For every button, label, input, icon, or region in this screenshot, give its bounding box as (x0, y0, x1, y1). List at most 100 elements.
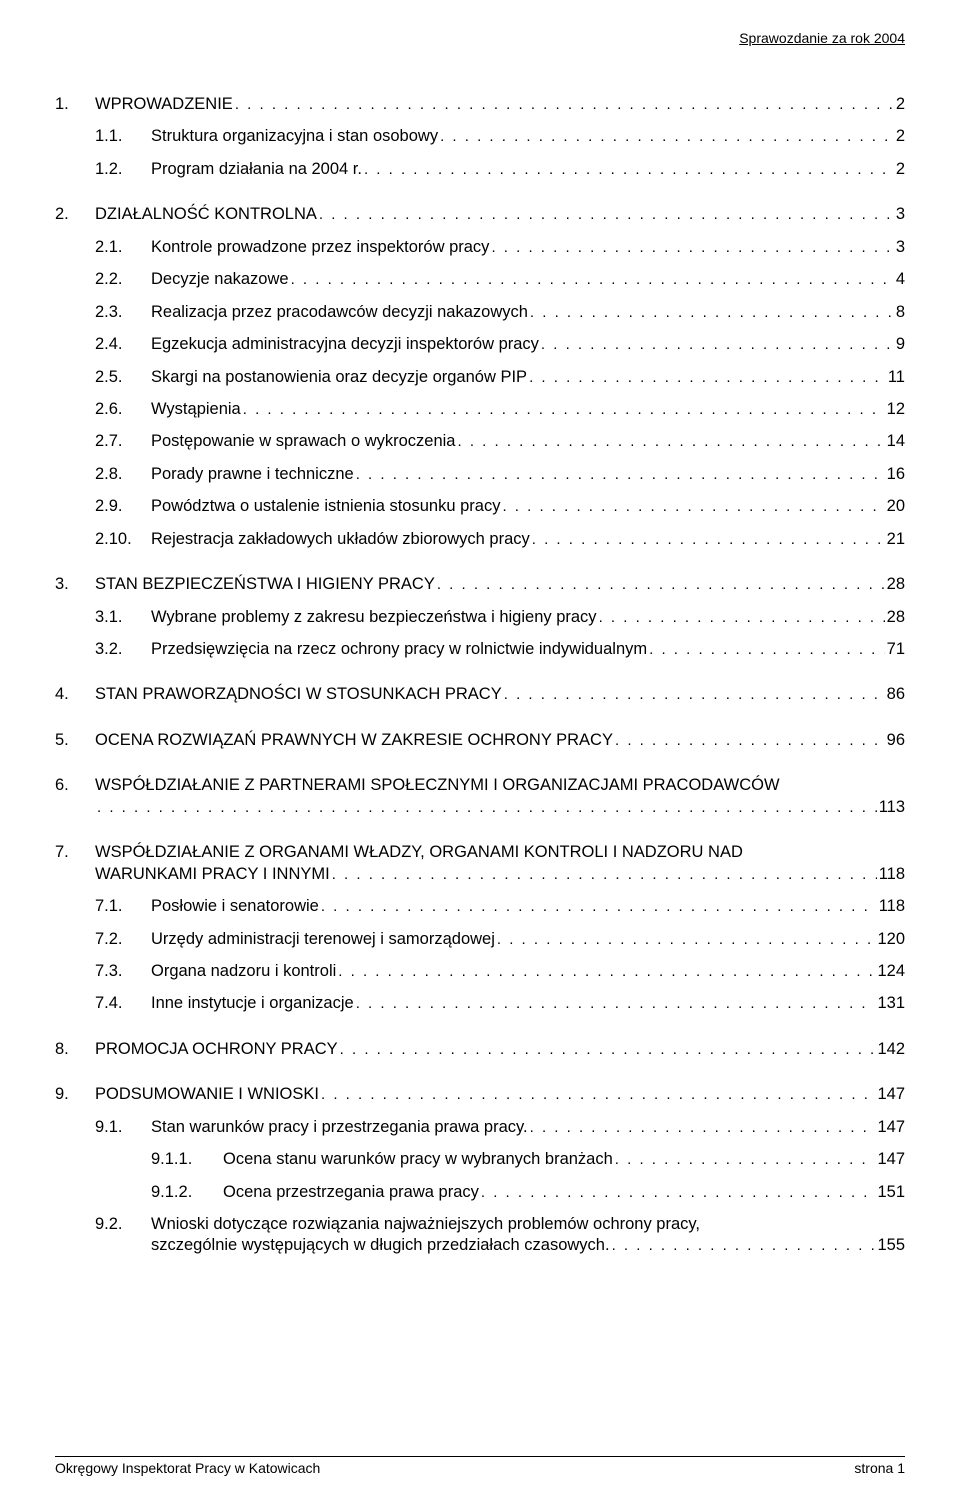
toc-entry: 1.2.Program działania na 2004 r.. . . . … (55, 159, 905, 180)
toc-entry: 3.2.Przedsięwzięcia na rzecz ochrony pra… (55, 639, 905, 660)
toc-title: Powództwa o ustalenie istnienia stosunku… (151, 496, 500, 517)
toc-page-number: 2 (896, 126, 905, 147)
toc-leader-dots: . . . . . . . . . . . . . . . . . . . . … (291, 270, 894, 290)
toc-number: 9.1.2. (151, 1182, 223, 1203)
toc-number: 2.5. (95, 367, 151, 388)
toc-entry: 1.1.Struktura organizacyjna i stan osobo… (55, 126, 905, 147)
toc-number: 7.2. (95, 929, 151, 950)
toc-title: Organa nadzoru i kontroli (151, 961, 336, 982)
toc-leader-dots: . . . . . . . . . . . . . . . . . . . . … (235, 95, 894, 115)
toc-title: OCENA ROZWIĄZAŃ PRAWNYCH W ZAKRESIE OCHR… (95, 730, 613, 751)
toc-entry: 3.1.Wybrane problemy z zakresu bezpiecze… (55, 607, 905, 628)
toc-page-number: 118 (879, 896, 905, 917)
toc-title: Decyzje nakazowe (151, 269, 289, 290)
toc-entry: 6.WSPÓŁDZIAŁANIE Z PARTNERAMI SPOŁECZNYM… (55, 775, 905, 818)
toc-leader-dots: . . . . . . . . . . . . . . . . . . . . … (321, 1085, 875, 1105)
toc-leader-dots: . . . . . . . . . . . . . . . . . . . . … (497, 930, 876, 950)
page-footer: Okręgowy Inspektorat Pracy w Katowicach … (55, 1456, 905, 1476)
toc-leader-dots: . . . . . . . . . . . . . . . . . . . . … (529, 368, 886, 388)
toc-number: 2. (55, 204, 95, 225)
toc-number: 1.1. (95, 126, 151, 147)
toc-title: Rejestracja zakładowych układów zbiorowy… (151, 529, 530, 550)
toc-entry: 2.6.Wystąpienia. . . . . . . . . . . . .… (55, 399, 905, 420)
toc-page-number: 147 (877, 1084, 905, 1105)
toc-title: Wybrane problemy z zakresu bezpieczeństw… (151, 607, 597, 628)
toc-title: Przedsięwzięcia na rzecz ochrony pracy w… (151, 639, 647, 660)
toc-page-number: 2 (896, 94, 905, 115)
toc-leader-dots: . . . . . . . . . . . . . . . . . . . . … (541, 335, 894, 355)
toc-page-number: 3 (896, 204, 905, 225)
toc-number: 2.3. (95, 302, 151, 323)
toc-number: 5. (55, 730, 95, 751)
toc-title: STAN BEZPIECZEŃSTWA I HIGIENY PRACY (95, 574, 435, 595)
toc-entry: 2.9.Powództwa o ustalenie istnienia stos… (55, 496, 905, 517)
toc-number: 4. (55, 684, 95, 705)
toc-leader-dots: . . . . . . . . . . . . . . . . . . . . … (599, 608, 885, 628)
toc-page-number: 155 (877, 1235, 905, 1256)
toc-title: Struktura organizacyjna i stan osobowy (151, 126, 438, 147)
footer-right: strona 1 (854, 1460, 905, 1476)
toc-number: 2.4. (95, 334, 151, 355)
toc-leader-dots: . . . . . . . . . . . . . . . . . . . . … (502, 497, 884, 517)
toc-leader-dots: . . . . . . . . . . . . . . . . . . . . … (530, 1118, 876, 1138)
toc-entry: 9.1.2.Ocena przestrzegania prawa pracy. … (55, 1182, 905, 1203)
toc-leader-dots: . . . . . . . . . . . . . . . . . . . . … (332, 865, 877, 885)
toc-page-number: 11 (888, 367, 905, 388)
toc-title: Ocena stanu warunków pracy w wybranych b… (223, 1149, 613, 1170)
toc-entry: 2.3.Realizacja przez pracodawców decyzji… (55, 302, 905, 323)
toc-title: STAN PRAWORZĄDNOŚCI W STOSUNKACH PRACY (95, 684, 502, 705)
toc-entry: 9.1.1.Ocena stanu warunków pracy w wybra… (55, 1149, 905, 1170)
toc-number: 3.2. (95, 639, 151, 660)
toc-title: Skargi na postanowienia oraz decyzje org… (151, 367, 527, 388)
toc-number: 3. (55, 574, 95, 595)
toc-page-number: 142 (877, 1039, 905, 1060)
toc-page-number: 20 (887, 496, 905, 517)
toc-page-number: 124 (877, 961, 905, 982)
toc-title: Realizacja przez pracodawców decyzji nak… (151, 302, 528, 323)
toc-number: 2.10. (95, 529, 151, 550)
toc-leader-dots: . . . . . . . . . . . . . . . . . . . . … (437, 575, 885, 595)
toc-entry: 2.2.Decyzje nakazowe. . . . . . . . . . … (55, 269, 905, 290)
toc-entry: 9.1.Stan warunków pracy i przestrzegania… (55, 1117, 905, 1138)
toc-title: Urzędy administracji terenowej i samorzą… (151, 929, 495, 950)
toc-leader-dots: . . . . . . . . . . . . . . . . . . . . … (481, 1183, 876, 1203)
toc-page-number: 151 (877, 1182, 905, 1203)
toc-number: 7. (55, 842, 95, 863)
footer-left: Okręgowy Inspektorat Pracy w Katowicach (55, 1460, 320, 1476)
toc-title: Egzekucja administracyjna decyzji inspek… (151, 334, 539, 355)
toc-page-number: 12 (887, 399, 905, 420)
toc-title: Porady prawne i techniczne (151, 464, 354, 485)
toc-leader-dots: . . . . . . . . . . . . . . . . . . . . … (440, 127, 894, 147)
toc-number: 9. (55, 1084, 95, 1105)
toc-number: 2.6. (95, 399, 151, 420)
toc-page-number: 2 (896, 159, 905, 180)
toc-entry: 2.5.Skargi na postanowienia oraz decyzje… (55, 367, 905, 388)
toc-title: DZIAŁALNOŚĆ KONTROLNA (95, 204, 317, 225)
toc-leader-dots: . . . . . . . . . . . . . . . . . . . . … (356, 994, 876, 1014)
toc-number: 7.4. (95, 993, 151, 1014)
toc-entry: 4.STAN PRAWORZĄDNOŚCI W STOSUNKACH PRACY… (55, 684, 905, 705)
toc-entry: 2.7.Postępowanie w sprawach o wykroczeni… (55, 431, 905, 452)
toc-entry: 7.4.Inne instytucje i organizacje. . . .… (55, 993, 905, 1014)
toc-page-number: 21 (887, 529, 905, 550)
toc-number: 2.8. (95, 464, 151, 485)
toc-leader-dots: . . . . . . . . . . . . . . . . . . . . … (504, 685, 885, 705)
toc-number: 8. (55, 1039, 95, 1060)
toc-page-number: 16 (887, 464, 905, 485)
toc-leader-dots: . . . . . . . . . . . . . . . . . . . . … (615, 1150, 876, 1170)
toc-entry: 1.WPROWADZENIE. . . . . . . . . . . . . … (55, 94, 905, 115)
document-header: Sprawozdanie za rok 2004 (55, 30, 905, 46)
toc-entry: 9.PODSUMOWANIE I WNIOSKI. . . . . . . . … (55, 1084, 905, 1105)
table-of-contents: 1.WPROWADZENIE. . . . . . . . . . . . . … (55, 94, 905, 1257)
toc-entry: 7.3.Organa nadzoru i kontroli. . . . . .… (55, 961, 905, 982)
toc-title: Inne instytucje i organizacje (151, 993, 354, 1014)
toc-leader-dots: . . . . . . . . . . . . . . . . . . . . … (338, 962, 875, 982)
toc-number: 2.1. (95, 237, 151, 258)
toc-leader-dots: . . . . . . . . . . . . . . . . . . . . … (321, 897, 877, 917)
toc-number: 3.1. (95, 607, 151, 628)
toc-number: 2.2. (95, 269, 151, 290)
toc-number: 6. (55, 775, 95, 796)
toc-entry: 5.OCENA ROZWIĄZAŃ PRAWNYCH W ZAKRESIE OC… (55, 730, 905, 751)
toc-page-number: 131 (877, 993, 905, 1014)
toc-page-number: 120 (877, 929, 905, 950)
